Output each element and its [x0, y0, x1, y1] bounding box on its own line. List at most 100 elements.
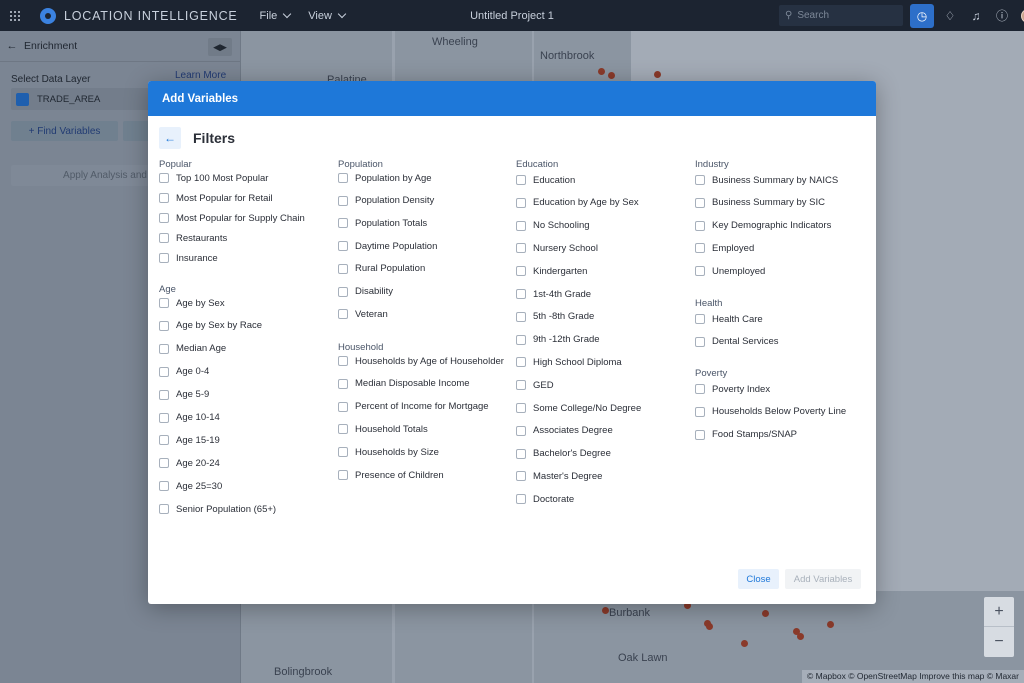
filter-checkbox[interactable]: Median Disposable Income: [338, 378, 470, 390]
checkbox-box[interactable]: [695, 406, 705, 417]
checkbox-box[interactable]: [159, 458, 169, 469]
checkbox-box[interactable]: [159, 193, 169, 203]
filter-checkbox[interactable]: Food Stamps/SNAP: [695, 429, 797, 441]
secondary-button[interactable]: [123, 121, 153, 141]
checkbox-box[interactable]: [159, 366, 169, 377]
filter-checkbox[interactable]: Associates Degree: [516, 425, 613, 437]
checkbox-box[interactable]: [338, 378, 348, 389]
checkbox-box[interactable]: [338, 401, 348, 412]
checkbox-box[interactable]: [695, 314, 705, 324]
checkbox-box[interactable]: [516, 289, 526, 299]
filter-checkbox[interactable]: Daytime Population: [338, 240, 437, 252]
user-avatar[interactable]: [1018, 6, 1024, 26]
filter-checkbox[interactable]: Senior Population (65+): [159, 503, 276, 515]
checkbox-box[interactable]: [516, 220, 526, 231]
menu-file[interactable]: File: [260, 10, 291, 22]
zoom-in-button[interactable]: +: [984, 597, 1014, 627]
menu-view[interactable]: View: [308, 10, 345, 22]
checkbox-box[interactable]: [516, 471, 526, 482]
checkbox-box[interactable]: [516, 494, 526, 505]
checkbox-box[interactable]: [695, 175, 705, 185]
checkbox-box[interactable]: [159, 343, 169, 354]
filter-checkbox[interactable]: Kindergarten: [516, 265, 587, 277]
checkbox-box[interactable]: [338, 173, 348, 183]
filter-checkbox[interactable]: Business Summary by NAICS: [695, 174, 838, 186]
checkbox-box[interactable]: [516, 243, 526, 254]
filter-checkbox[interactable]: Key Demographic Indicators: [695, 220, 831, 232]
filter-checkbox[interactable]: 5th -8th Grade: [516, 311, 594, 323]
apply-analysis-button[interactable]: Apply Analysis and: [11, 165, 151, 186]
filter-checkbox[interactable]: Employed: [695, 242, 754, 254]
checkbox-box[interactable]: [516, 266, 526, 277]
checkbox-box[interactable]: [338, 286, 348, 297]
filter-checkbox[interactable]: Insurance: [159, 252, 218, 264]
checkbox-box[interactable]: [338, 356, 348, 366]
help-icon[interactable]: ⓘ: [995, 9, 1008, 23]
filter-checkbox[interactable]: Disability: [338, 286, 393, 298]
filter-checkbox[interactable]: Households Below Poverty Line: [695, 406, 846, 418]
checkbox-box[interactable]: [516, 425, 526, 436]
checkbox-box[interactable]: [695, 429, 705, 440]
checkbox-box[interactable]: [516, 403, 526, 413]
filter-checkbox[interactable]: Most Popular for Supply Chain: [159, 212, 305, 224]
filter-checkbox[interactable]: Business Summary by SIC: [695, 197, 825, 209]
bell-icon[interactable]: ♢: [944, 8, 956, 23]
filter-checkbox[interactable]: Age 10-14: [159, 412, 220, 424]
filter-checkbox[interactable]: Age 15-19: [159, 434, 220, 446]
filter-checkbox[interactable]: Age 0-4: [159, 366, 209, 378]
filter-checkbox[interactable]: Top 100 Most Popular: [159, 172, 268, 184]
checkbox-box[interactable]: [338, 309, 348, 320]
app-grid-icon[interactable]: [0, 0, 30, 31]
filter-checkbox[interactable]: Dental Services: [695, 336, 779, 348]
filter-checkbox[interactable]: Unemployed: [695, 265, 765, 277]
checkbox-box[interactable]: [159, 233, 169, 243]
filter-checkbox[interactable]: GED: [516, 379, 554, 391]
filter-checkbox[interactable]: 9th -12th Grade: [516, 334, 600, 346]
filter-checkbox[interactable]: Master's Degree: [516, 470, 602, 482]
filter-checkbox[interactable]: Population Density: [338, 195, 434, 207]
checkbox-box[interactable]: [159, 173, 169, 183]
filter-checkbox[interactable]: Most Popular for Retail: [159, 192, 273, 204]
checkbox-box[interactable]: [516, 175, 526, 185]
filter-checkbox[interactable]: Age by Sex: [159, 297, 225, 309]
filter-checkbox[interactable]: Age 20-24: [159, 457, 220, 469]
checkbox-box[interactable]: [159, 213, 169, 223]
map-attribution[interactable]: © Mapbox © OpenStreetMap Improve this ma…: [801, 670, 1024, 683]
filter-checkbox[interactable]: Households by Size: [338, 446, 439, 458]
checkbox-box[interactable]: [695, 243, 705, 254]
checkbox-box[interactable]: [695, 197, 705, 208]
checkbox-box[interactable]: [159, 253, 169, 263]
filter-checkbox[interactable]: Health Care: [695, 313, 763, 325]
filter-checkbox[interactable]: Percent of Income for Mortgage: [338, 401, 489, 413]
checkbox-box[interactable]: [695, 336, 705, 347]
clock-icon[interactable]: ◷: [910, 3, 934, 28]
filter-checkbox[interactable]: Household Totals: [338, 423, 428, 435]
checkbox-box[interactable]: [159, 504, 169, 515]
filter-checkbox[interactable]: Population Totals: [338, 217, 427, 229]
checkbox-box[interactable]: [695, 266, 705, 277]
filter-checkbox[interactable]: Rural Population: [338, 263, 425, 275]
checkbox-box[interactable]: [338, 424, 348, 435]
add-variables-button[interactable]: Add Variables: [785, 569, 861, 589]
checkbox-box[interactable]: [338, 470, 348, 480]
filters-back-button[interactable]: ←: [159, 127, 181, 149]
filter-checkbox[interactable]: 1st-4th Grade: [516, 288, 591, 300]
filter-checkbox[interactable]: No Schooling: [516, 220, 590, 232]
filter-checkbox[interactable]: Education: [516, 174, 575, 186]
filter-checkbox[interactable]: Some College/No Degree: [516, 402, 641, 414]
megaphone-icon[interactable]: ♫: [971, 8, 981, 23]
find-variables-button[interactable]: + Find Variables: [11, 121, 118, 141]
filter-checkbox[interactable]: Doctorate: [516, 493, 574, 505]
checkbox-box[interactable]: [338, 447, 348, 458]
checkbox-box[interactable]: [338, 263, 348, 274]
back-arrow-icon[interactable]: ←: [6, 40, 18, 52]
checkbox-box[interactable]: [338, 195, 348, 206]
checkbox-box[interactable]: [516, 380, 526, 391]
filter-checkbox[interactable]: Age by Sex by Race: [159, 320, 262, 332]
checkbox-box[interactable]: [338, 241, 348, 252]
zoom-out-button[interactable]: −: [994, 633, 1004, 650]
filter-checkbox[interactable]: Population by Age: [338, 172, 432, 184]
checkbox-box[interactable]: [159, 481, 169, 492]
checkbox-box[interactable]: [338, 218, 348, 229]
collapse-icon[interactable]: ◀▶: [208, 38, 232, 56]
